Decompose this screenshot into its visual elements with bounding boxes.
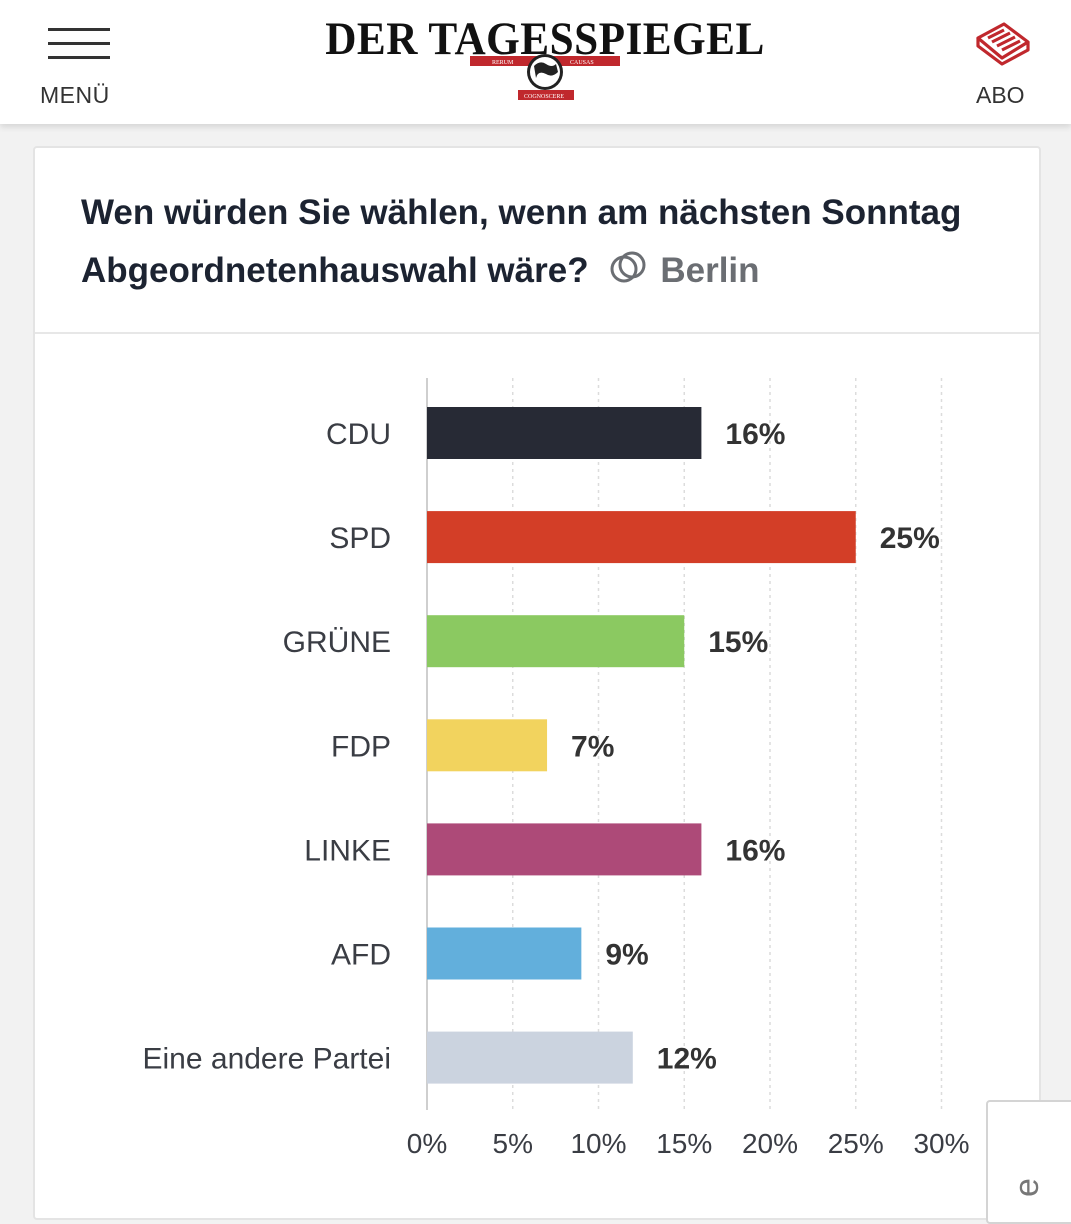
x-tick-label: 5% [493,1128,533,1159]
x-tick-label: 0% [407,1128,447,1159]
poll-question-text: Wen würden Sie wählen, wenn am nächsten … [81,193,962,290]
value-label: 7% [571,730,614,763]
value-label: 12% [657,1043,717,1076]
bar [427,719,548,772]
value-label: 16% [725,418,785,451]
category-label: FDP [331,730,391,763]
site-logo[interactable]: DER TAGESSPIEGEL RERUM CAUSAS COGNOSCERE [300,14,790,110]
bar [427,407,702,459]
abo-label: ABO [976,82,1025,108]
bar [427,1031,633,1084]
seal-text-bottom: COGNOSCERE [524,94,564,100]
category-label: AFD [331,939,391,972]
bar [427,511,856,564]
menu-button[interactable]: MENÜ [36,24,116,114]
seal-text-right: CAUSAS [570,60,594,66]
x-tick-label: 20% [742,1128,798,1159]
category-label: Eine andere Partei [143,1043,392,1076]
newspaper-icon [976,22,1030,66]
region-tag[interactable]: Berlin [598,251,760,290]
corner-tab-button[interactable]: e [986,1100,1071,1224]
value-label: 16% [725,834,785,867]
category-label: LINKE [304,834,391,867]
value-label: 25% [880,522,940,555]
poll-card-header: Wen würden Sie wählen, wenn am nächsten … [35,148,1039,334]
x-tick-label: 15% [656,1128,712,1159]
corner-tab-glyph: e [1007,1178,1046,1197]
category-label: SPD [329,522,391,555]
logo-seal-icon: RERUM CAUSAS COGNOSCERE [470,54,620,100]
bar [427,615,685,668]
bar [427,927,582,980]
x-tick-label: 10% [570,1128,626,1159]
site-header: MENÜ DER TAGESSPIEGEL RERUM CAUSAS COGNO… [0,0,1071,124]
value-label: 15% [708,626,768,659]
abo-button[interactable]: ABO [966,20,1042,112]
overlap-circles-icon [610,251,646,283]
x-tick-label: 25% [828,1128,884,1159]
poll-bar-chart: 0% 5% 10% 15% 20% 25% 30% CDU 16% SPD 25% GRÜNE 15% F… [143,378,970,1159]
bar [427,823,702,876]
category-label: GRÜNE [283,626,391,659]
x-tick-label: 30% [913,1128,969,1159]
hamburger-icon [36,24,116,59]
region-name: Berlin [660,251,760,290]
seal-text-left: RERUM [492,60,514,66]
menu-label: MENÜ [40,82,110,108]
poll-question: Wen würden Sie wählen, wenn am nächsten … [81,184,981,300]
poll-card: Wen würden Sie wählen, wenn am nächsten … [33,146,1041,1220]
value-label: 9% [605,939,648,972]
category-label: CDU [326,418,391,451]
